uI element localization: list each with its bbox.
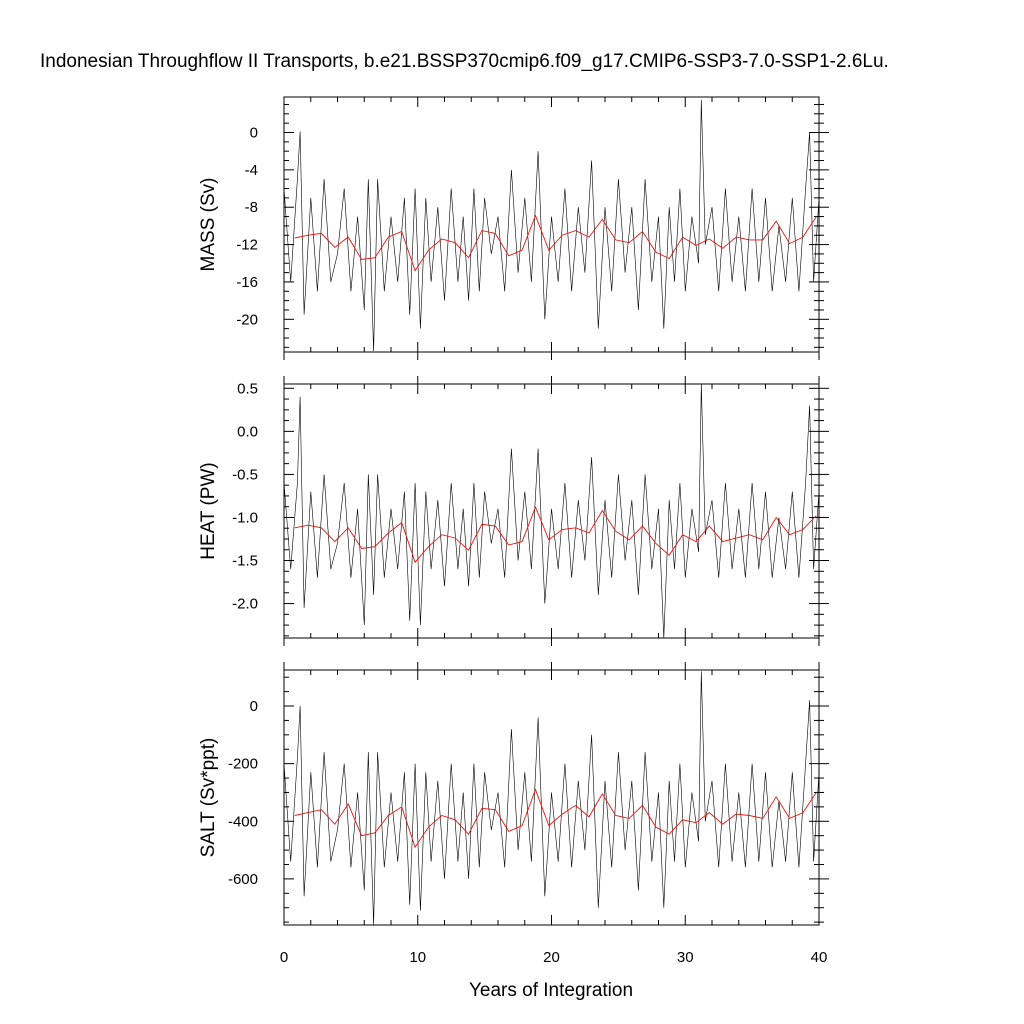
y-tick-label: -0.5 — [232, 466, 258, 483]
x-tick-label: 40 — [811, 949, 828, 966]
annual-mean-line — [294, 788, 817, 849]
y-tick-label: 0.0 — [237, 423, 258, 440]
y-tick-label: -16 — [236, 274, 258, 291]
y-tick-label: -4 — [245, 162, 258, 179]
monthly-series-line — [284, 671, 819, 925]
x-tick-label: 20 — [543, 949, 560, 966]
annual-mean-line — [294, 214, 817, 272]
x-axis-label: Years of Integration — [469, 980, 633, 1001]
y-tick-label: 0 — [250, 124, 258, 141]
monthly-series-line — [284, 99, 819, 352]
x-tick-label: 0 — [280, 949, 288, 966]
y-tick-label: 0.5 — [237, 380, 258, 397]
y-tick-label: 0 — [250, 698, 258, 715]
panels-group: 0 -4 -8 -12 -16 -20 MASS (Sv) 0.5 0.0 -0.5 -1.0 -1.… — [198, 96, 829, 966]
y-tick-label: -200 — [228, 756, 258, 773]
y-tick-label: -2.0 — [232, 596, 258, 613]
y-axis-label: SALT (Sv*ppt) — [198, 738, 219, 858]
panel-2: 0.5 0.0 -0.5 -1.0 -1.5 -2.0 HEAT (PW) — [198, 376, 829, 646]
y-tick-label: -20 — [236, 311, 258, 328]
y-tick-label: -400 — [228, 813, 258, 830]
y-tick-label: -1.0 — [232, 509, 258, 526]
y-axis-label: HEAT (PW) — [198, 462, 219, 559]
x-tick-label: 30 — [677, 949, 694, 966]
y-tick-label: -12 — [236, 237, 258, 254]
figure-title: Indonesian Throughflow II Transports, b.… — [40, 51, 889, 72]
y-tick-label: -600 — [228, 871, 258, 888]
x-tick-label: 10 — [409, 949, 426, 966]
annual-mean-line — [294, 505, 817, 564]
y-tick-label: -1.5 — [232, 553, 258, 570]
panel-1: 0 -4 -8 -12 -16 -20 MASS (Sv) — [198, 96, 829, 360]
monthly-series-line — [284, 384, 819, 638]
y-axis-label: MASS (Sv) — [198, 178, 219, 272]
y-tick-label: -8 — [245, 199, 258, 216]
panel-3: 0 10 20 30 40 0 -200 -400 -600 SALT (Sv*ppt) — [198, 662, 829, 966]
plot-frame — [283, 96, 820, 353]
